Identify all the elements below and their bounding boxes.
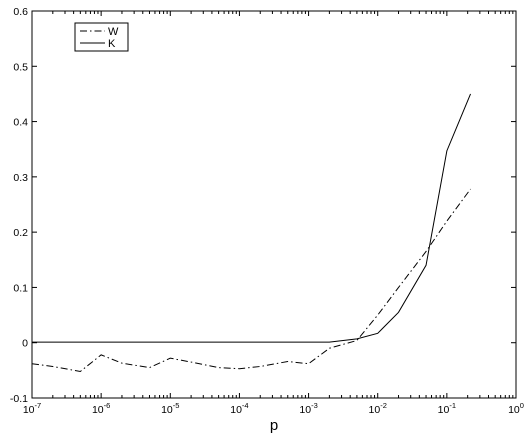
legend-box — [74, 22, 129, 52]
plot-area-frame — [31, 10, 517, 399]
series-line-k — [32, 93, 471, 343]
legend-label-w: W — [108, 26, 119, 38]
y-tick-label: 0.2 — [13, 227, 28, 239]
y-tick-label: 0.6 — [13, 6, 28, 18]
x-tick-label: 10-7 — [23, 401, 41, 416]
y-axis-ticks: -0.1 0 0.1 0.2 0.3 0.4 0.5 0.6 — [10, 6, 516, 405]
y-tick-label: 0.4 — [13, 117, 28, 129]
x-tick-label: 10-1 — [438, 401, 456, 416]
x-tick-label: 10-3 — [299, 401, 317, 416]
legend-label-k: K — [108, 38, 116, 50]
x-tick-label: 10-5 — [161, 401, 179, 416]
y-tick-label: 0 — [22, 338, 28, 350]
x-axis-ticks: 10-7 10-6 10-5 10-4 10-3 10-2 10-1 100 — [23, 11, 524, 416]
series-line-w — [31, 188, 471, 372]
series-layer — [31, 93, 471, 372]
x-axis-title: p — [270, 417, 278, 434]
legend: W K — [74, 22, 129, 52]
x-tick-label: 10-6 — [92, 401, 110, 416]
y-tick-label: 0.3 — [13, 172, 28, 184]
x-tick-label: 10-4 — [230, 401, 248, 416]
x-tick-label: 100 — [508, 401, 524, 416]
y-tick-label: 0.5 — [13, 61, 28, 73]
y-tick-label: 0.1 — [13, 282, 28, 294]
x-tick-label: 10-2 — [369, 401, 387, 416]
y-tick-label: -0.1 — [10, 393, 28, 405]
